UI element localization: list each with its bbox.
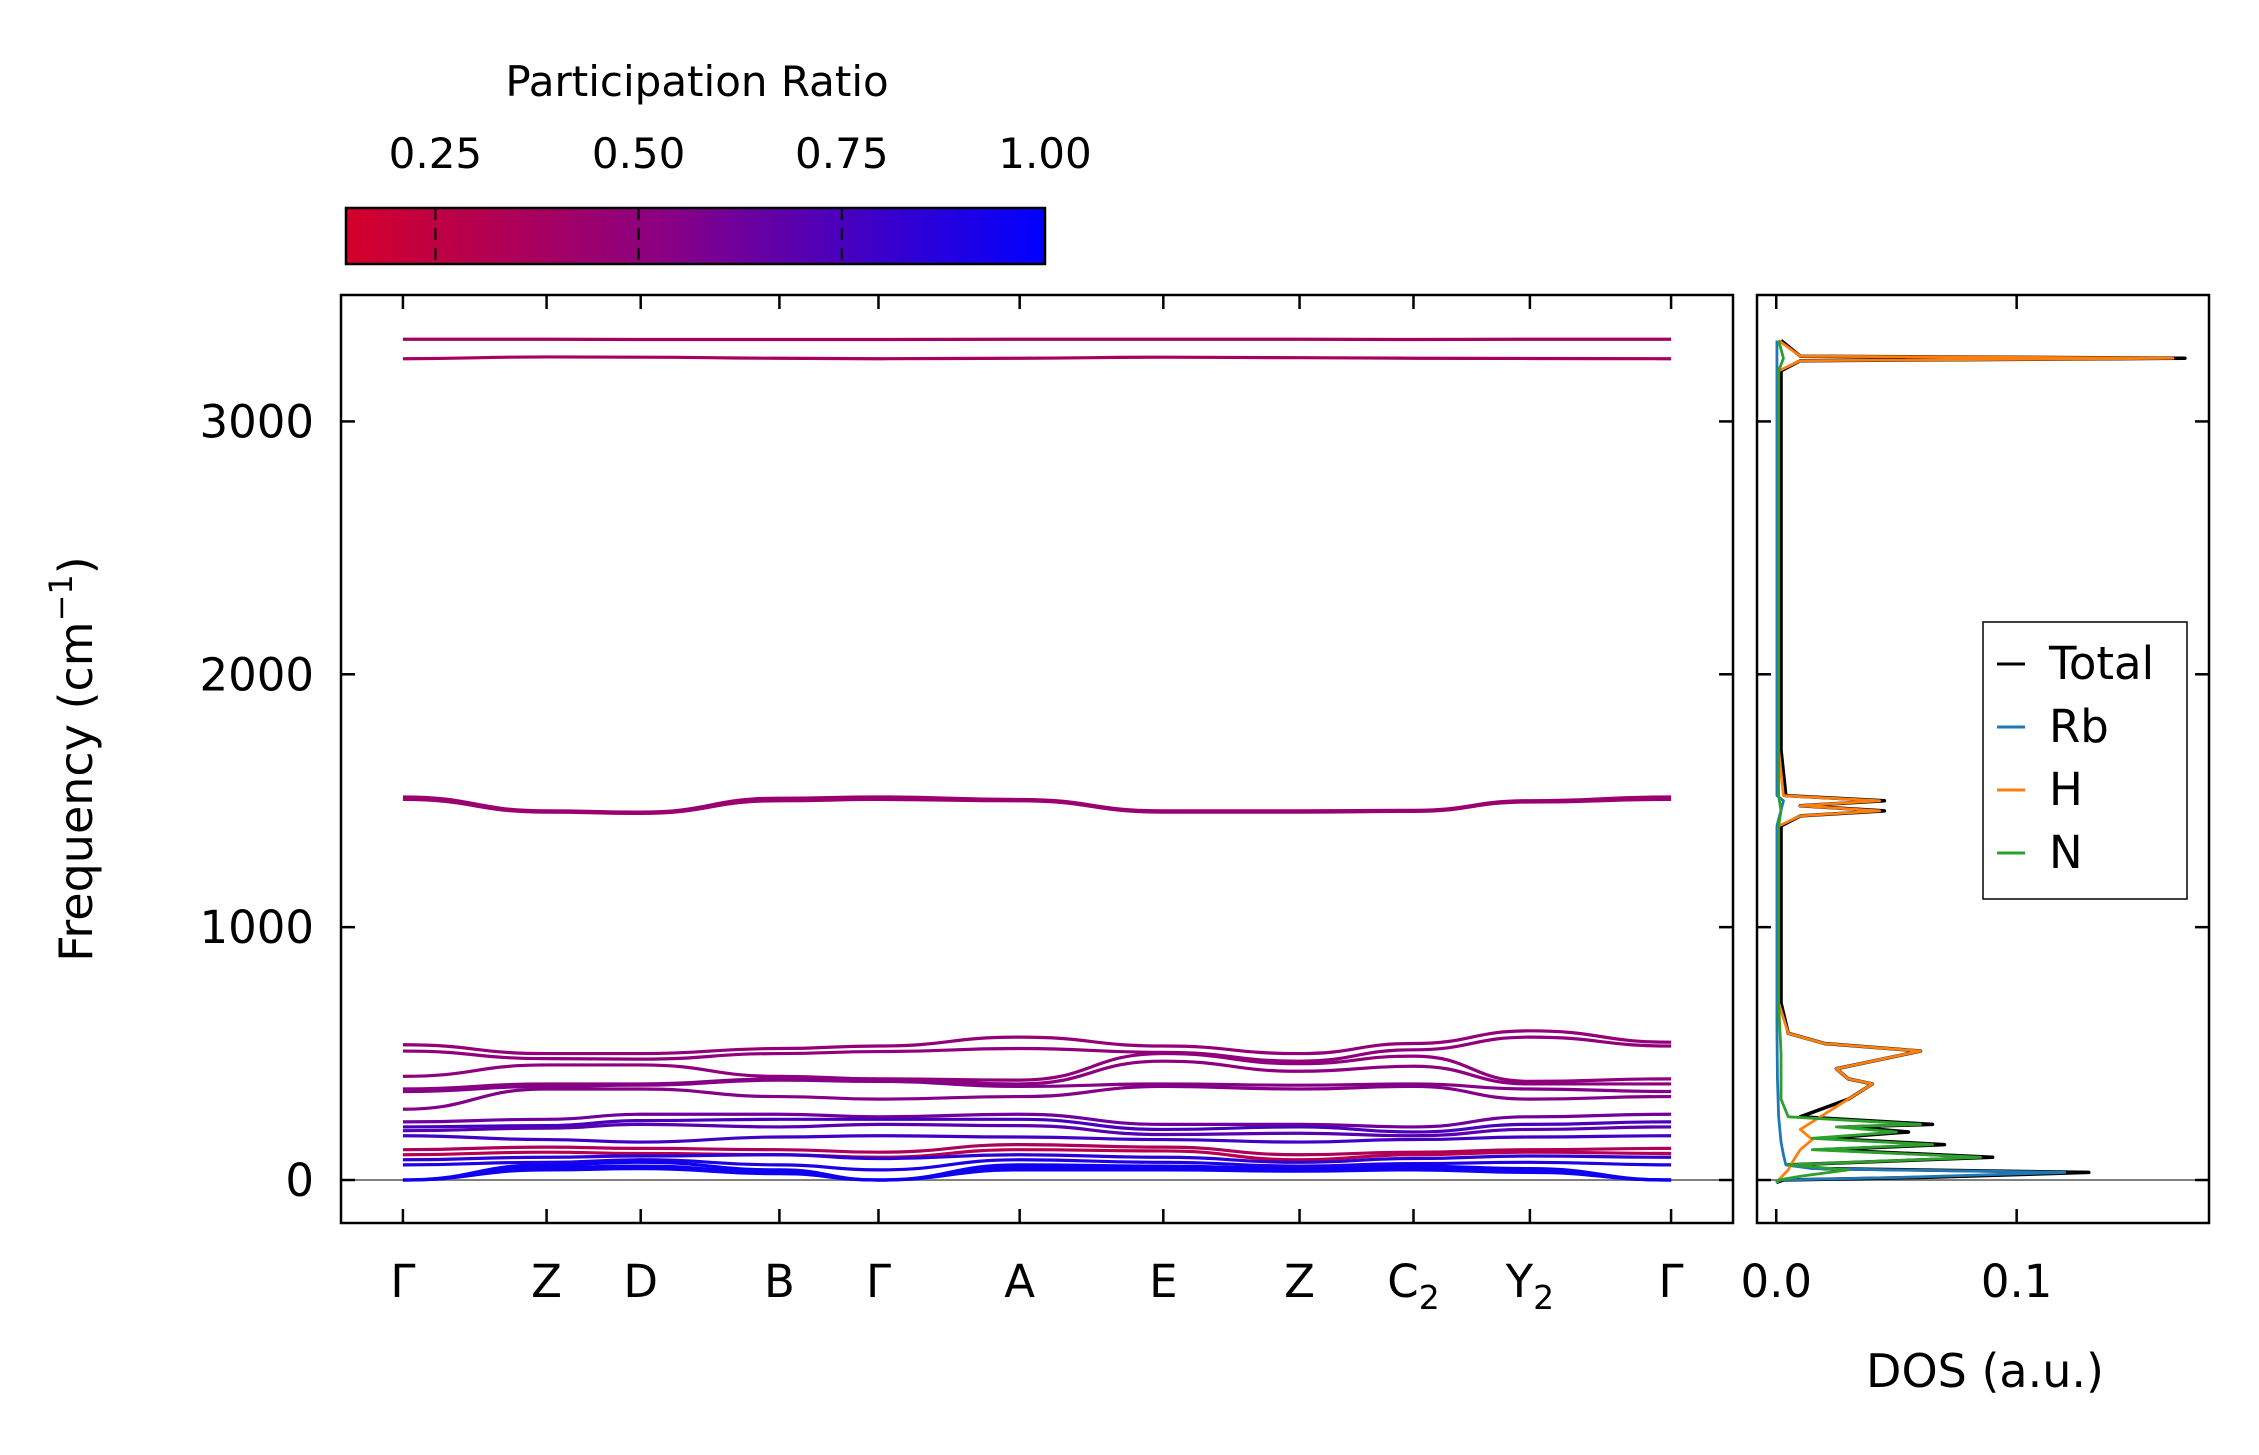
dos-x-tick-label: 0.1 bbox=[1981, 1255, 2053, 1308]
k-point-letter: Z bbox=[531, 1255, 562, 1308]
band-13 bbox=[402, 1122, 1672, 1138]
legend-label-n: N bbox=[2049, 826, 2083, 879]
k-point-letter: Γ bbox=[1659, 1255, 1684, 1308]
band-17 bbox=[402, 1153, 1672, 1164]
band-19 bbox=[402, 1160, 1672, 1182]
band-9 bbox=[402, 1078, 1672, 1094]
dos-x-axis-label: DOS (a.u.) bbox=[1866, 1344, 2104, 1398]
k-point-letter: A bbox=[1004, 1255, 1035, 1308]
k-point-label: Γ bbox=[866, 1255, 891, 1308]
band-11 bbox=[402, 1112, 1672, 1129]
band-4 bbox=[402, 797, 1672, 815]
k-point-letter: E bbox=[1149, 1255, 1177, 1308]
band-6 bbox=[402, 1035, 1672, 1063]
y-tick-label: 1000 bbox=[199, 901, 314, 954]
band-x-ticks: Γ Z D B Γ A E Z C2 Y2 Γ bbox=[390, 295, 1684, 1317]
legend-label-rb: Rb bbox=[2049, 700, 2109, 753]
k-point-label: C2 bbox=[1387, 1255, 1439, 1317]
dos-panel: 0.0 0.1 DOS (a.u.) Total Rb HN bbox=[1740, 293, 2211, 1398]
k-point-label: Y2 bbox=[1505, 1255, 1555, 1317]
legend-label-h: H bbox=[2049, 763, 2083, 816]
band-plot-frame bbox=[339, 293, 1735, 1225]
band-14 bbox=[402, 1134, 1672, 1144]
colorbar: Participation Ratio 0.25 0.50 0.75 1.00 bbox=[344, 57, 1092, 266]
band-lines bbox=[402, 337, 1672, 1182]
k-point-subscript: 2 bbox=[1533, 1278, 1554, 1317]
dos-lines bbox=[1775, 339, 2187, 1185]
colorbar-ticks: 0.25 0.50 0.75 1.00 bbox=[389, 129, 1092, 264]
band-15 bbox=[402, 1143, 1672, 1157]
band-12 bbox=[402, 1117, 1672, 1134]
k-point-label: A bbox=[1004, 1255, 1035, 1308]
band-5 bbox=[402, 1029, 1672, 1056]
k-point-label: Z bbox=[1284, 1255, 1315, 1308]
band-21 bbox=[402, 1167, 1672, 1182]
band-10 bbox=[402, 1084, 1672, 1111]
y-tick-label: 0 bbox=[285, 1154, 314, 1207]
k-point-letter: C bbox=[1387, 1255, 1418, 1308]
dos-plot-frame bbox=[1755, 293, 2211, 1225]
dos-series-n bbox=[1775, 340, 1982, 1184]
colorbar-gradient bbox=[344, 206, 1047, 266]
k-point-label: Z bbox=[531, 1255, 562, 1308]
k-point-label: Γ bbox=[390, 1255, 415, 1308]
band-18 bbox=[402, 1158, 1672, 1172]
colorbar-tick-label: 0.25 bbox=[389, 129, 483, 178]
y-tick-label: 3000 bbox=[199, 395, 314, 448]
band-2 bbox=[402, 355, 1672, 361]
y-tick-label: 2000 bbox=[199, 648, 314, 701]
colorbar-tick-label: 0.75 bbox=[795, 129, 889, 178]
k-point-letter: Γ bbox=[390, 1255, 415, 1308]
k-point-letter: Z bbox=[1284, 1255, 1315, 1308]
k-point-subscript: 2 bbox=[1419, 1278, 1440, 1317]
y-axis-label: Frequency (cm−1) bbox=[42, 556, 103, 961]
k-point-label: D bbox=[623, 1255, 658, 1308]
dos-x-tick-label: 0.0 bbox=[1740, 1255, 1812, 1308]
dos-legend: Total Rb HN bbox=[1982, 621, 2188, 900]
band-7 bbox=[402, 1051, 1672, 1084]
legend-label-total: Total bbox=[2048, 637, 2154, 690]
colorbar-tick-label: 1.00 bbox=[998, 129, 1092, 178]
k-point-letter: D bbox=[623, 1255, 658, 1308]
colorbar-title: Participation Ratio bbox=[505, 57, 888, 106]
k-point-label: E bbox=[1149, 1255, 1177, 1308]
k-point-label: B bbox=[764, 1255, 795, 1308]
k-point-letter: B bbox=[764, 1255, 795, 1308]
dos-x-ticks: 0.0 0.1 bbox=[1740, 295, 2052, 1308]
dos-y-ticks bbox=[1757, 420, 2209, 1182]
k-point-label: Γ bbox=[1659, 1255, 1684, 1308]
colorbar-tick-label: 0.50 bbox=[592, 129, 686, 178]
band-y-ticks: 0 1000 2000 3000 bbox=[199, 395, 1733, 1207]
k-point-letter: Γ bbox=[866, 1255, 891, 1308]
band-16 bbox=[402, 1148, 1672, 1162]
k-point-letter: Y bbox=[1505, 1255, 1534, 1308]
